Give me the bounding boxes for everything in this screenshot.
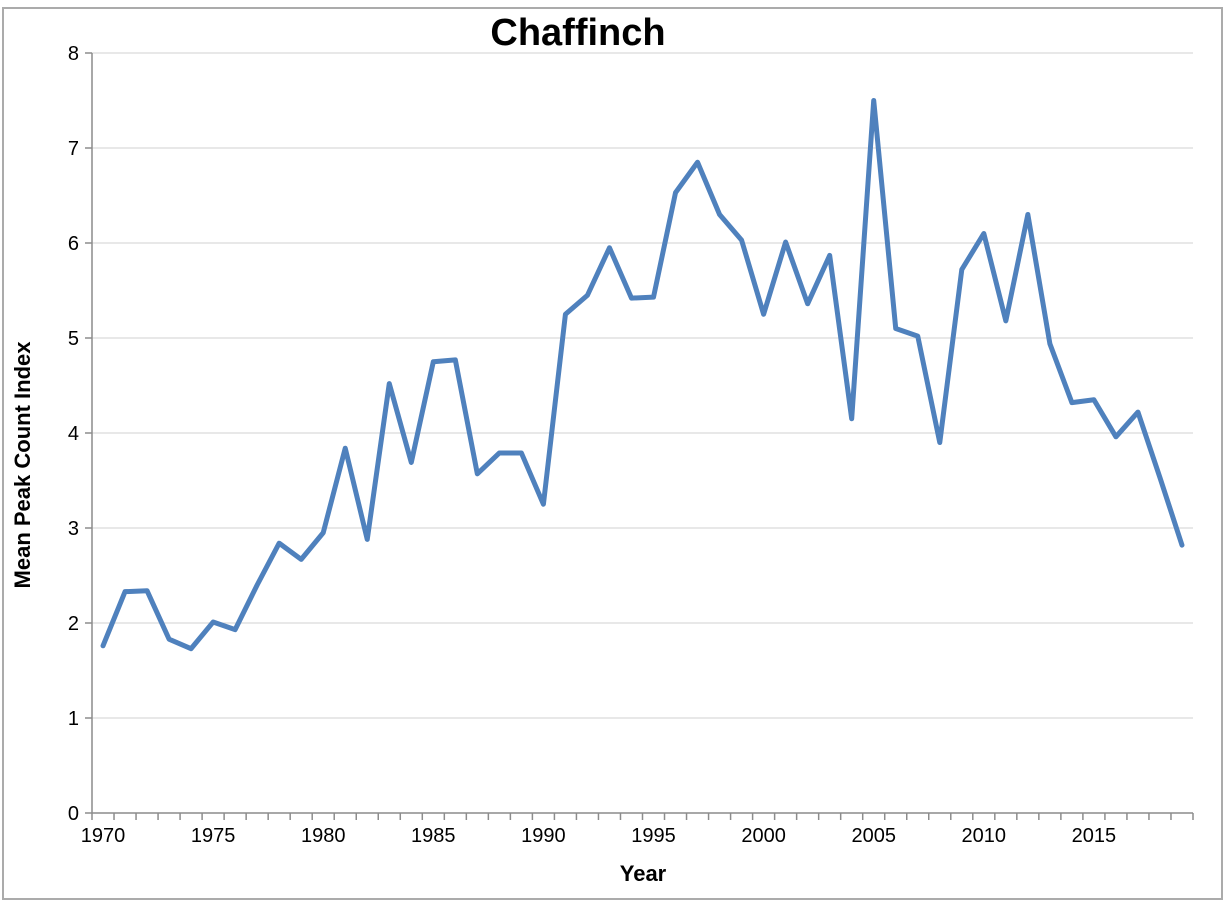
x-tick-label-2010: 2010 [962, 825, 1007, 847]
axes [85, 52, 1194, 820]
y-tick-label-6: 6 [68, 233, 79, 255]
y-axis-title: Mean Peak Count Index [10, 341, 35, 589]
x-tick-label-2015: 2015 [1072, 825, 1117, 847]
x-tick-label-2005: 2005 [851, 825, 896, 847]
y-tick-label-2: 2 [68, 613, 79, 635]
x-tick-label-2000: 2000 [741, 825, 786, 847]
x-tick-label-1975: 1975 [191, 825, 236, 847]
series-line-chaffinch [100, 98, 1185, 652]
x-tick-label-1995: 1995 [631, 825, 676, 847]
x-tick-label-1970: 1970 [81, 825, 126, 847]
x-tick-label-1980: 1980 [301, 825, 346, 847]
y-tick-label-1: 1 [68, 708, 79, 730]
y-tick-label-8: 8 [68, 43, 79, 65]
chart-title: Chaffinch [490, 12, 665, 54]
y-tick-label-5: 5 [68, 328, 79, 350]
y-tick-label-0: 0 [68, 803, 79, 825]
x-axis-title: Year [620, 861, 667, 886]
y-tick-label-4: 4 [68, 423, 79, 445]
tick-labels: 0 1 2 3 4 5 6 7 8 1970 1975 1980 1985 1990 1995 2000 200… [68, 43, 1116, 847]
x-tick-label-1990: 1990 [521, 825, 566, 847]
x-tick-label-1985: 1985 [411, 825, 456, 847]
chart-border [2, 7, 1223, 900]
y-tick-label-3: 3 [68, 518, 79, 540]
y-tick-label-7: 7 [68, 138, 79, 160]
gridlines [92, 52, 1193, 719]
